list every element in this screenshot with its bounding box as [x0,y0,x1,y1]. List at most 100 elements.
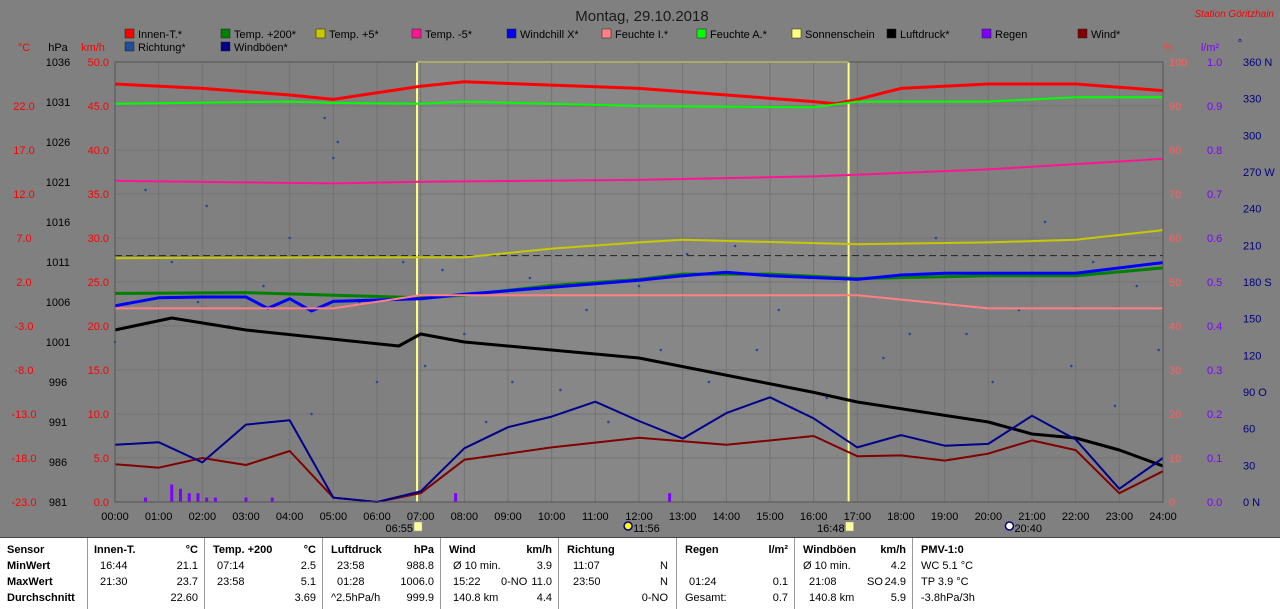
innen-title: Innen-T. [94,544,136,556]
richtung-point [707,380,711,384]
legend-label: Luftdruck* [900,29,950,41]
statistics-table: Sensor MinWert MaxWert Durchschnitt Inne… [0,537,1280,609]
legend-swatch [220,41,231,52]
richtung-point [1135,284,1139,288]
pressure-tick-label: 1031 [46,97,70,109]
time-tick-label: 08:00 [451,511,479,523]
richtung-point [585,308,588,312]
temp-tick-label: 2.0 [16,277,31,289]
boeen-max-value: 24.9 [884,576,906,588]
percent-tick-label: 0 [1169,497,1175,509]
regen-bar [205,497,209,502]
richtung-point [205,204,208,208]
time-tick-label: 09:00 [494,511,522,523]
speed-tick-label: 40.0 [88,145,109,157]
sunrise-label: 06:55 [385,523,413,535]
richtung-point [375,380,379,384]
richtung-point [882,356,885,360]
regen-bar [270,497,274,502]
boeen-avg10-label: Ø 10 min. [803,560,851,572]
legend-label: Windböen* [234,42,289,54]
richtung-point [659,348,663,352]
time-tick-label: 05:00 [320,511,348,523]
time-tick-label: 24:00 [1149,511,1177,523]
pmv-pressure-trend: -3.8hPa/3h [921,592,975,604]
boeen-avg: 5.9 [890,592,906,604]
time-tick-label: 18:00 [887,511,915,523]
richtung-point [934,236,938,240]
pressure-tick-label: 986 [49,457,67,469]
legend-label: Temp. +200* [234,29,297,41]
boeen-max-time: 21:08 [809,576,837,588]
wind-avg10-value: 3.9 [536,560,552,572]
direction-tick-label: 0 N [1243,497,1260,509]
regen-max-time: 01:24 [689,576,717,588]
legend-label: Feuchte A.* [710,29,768,41]
stats-richtung: Richtung 11:07 N 23:50 N 0-NO [559,538,677,609]
legend-label: Innen-T.* [138,29,183,41]
sunset-icon [845,521,854,532]
stats-temp200: Temp. +200 °C 07:14 2.5 23:58 5.1 3.69 [205,538,323,609]
rain-unit-label: l/m² [1201,42,1220,54]
regen-bar [244,497,248,502]
luftdruck-max-value: 1006.0 [400,576,434,588]
regen-total-value: 0.7 [772,592,788,604]
richtung-point [332,156,335,160]
plot-area [113,61,1164,503]
richtung-min-value: N [660,560,668,572]
richtung-point [908,332,912,336]
pressure-tick-label: 1026 [46,137,70,149]
legend-label: Temp. +5* [329,29,380,41]
percent-tick-label: 40 [1169,321,1181,333]
temp200-max-value: 5.1 [300,576,316,588]
stats-windboeen: Windböen km/h Ø 10 min. 4.2 21:08 SO 24.… [795,538,913,609]
temp-tick-label: 12.0 [13,189,34,201]
regen-bar [213,497,217,502]
legend-swatch [696,28,707,39]
axis-unit-labels: °C hPa km/h % l/m² ° [18,38,1242,54]
richtung-point [965,332,968,336]
temp-tick-label: 7.0 [16,233,31,245]
rain-tick-label: 0.7 [1207,189,1222,201]
rain-tick-label: 1.0 [1207,57,1222,69]
legend-swatch [886,28,897,39]
richtung-point [1113,404,1117,408]
temp-5-series-line [114,157,1164,185]
richtung-point [423,364,427,368]
temp200-max-time: 23:58 [217,576,245,588]
innen-unit: °C [185,544,198,556]
rain-tick-label: 0.0 [1207,497,1222,509]
direction-tick-label: 60 [1243,424,1255,436]
time-tick-label: 20:00 [975,511,1003,523]
innen-avg: 22.60 [170,592,198,604]
legend-swatch [981,28,992,39]
pmv-dewpoint: TP 3.9 °C [921,576,969,588]
richtung-point [777,308,781,312]
innen-t-series-line [114,80,1164,106]
regen-bar [144,497,148,502]
time-tick-label: 13:00 [669,511,697,523]
time-tick-label: 16:00 [800,511,828,523]
luftdruck-min-value: 988.8 [406,560,434,572]
luftdruck-max-time: 01:28 [337,576,365,588]
richtung-point [733,244,737,248]
label-avg: Durchschnitt [7,592,75,604]
direction-tick-label: 360 N [1243,57,1272,69]
temp200-min-time: 07:14 [217,560,245,572]
temp-tick-label: 22.0 [13,101,34,113]
time-tick-label: 15:00 [756,511,784,523]
direction-tick-label: 120 [1243,350,1261,362]
direction-tick-label: 210 [1243,240,1261,252]
innen-min-value: 21.1 [176,560,198,572]
label-min: MinWert [7,560,51,572]
stats-regen: Regen l/m² 01:24 0.1 Gesamt: 0.7 [677,538,795,609]
sunset-label: 16:48 [817,523,845,535]
regen-bar [196,493,200,502]
rain-tick-label: 0.2 [1207,409,1222,421]
richtung-point [559,388,562,392]
temp-tick-label: -18.0 [11,453,36,465]
time-tick-label: 21:00 [1018,511,1046,523]
station-name: Station Göritzhain [1195,9,1275,20]
richtung-point [463,332,466,336]
label-max: MaxWert [7,576,53,588]
